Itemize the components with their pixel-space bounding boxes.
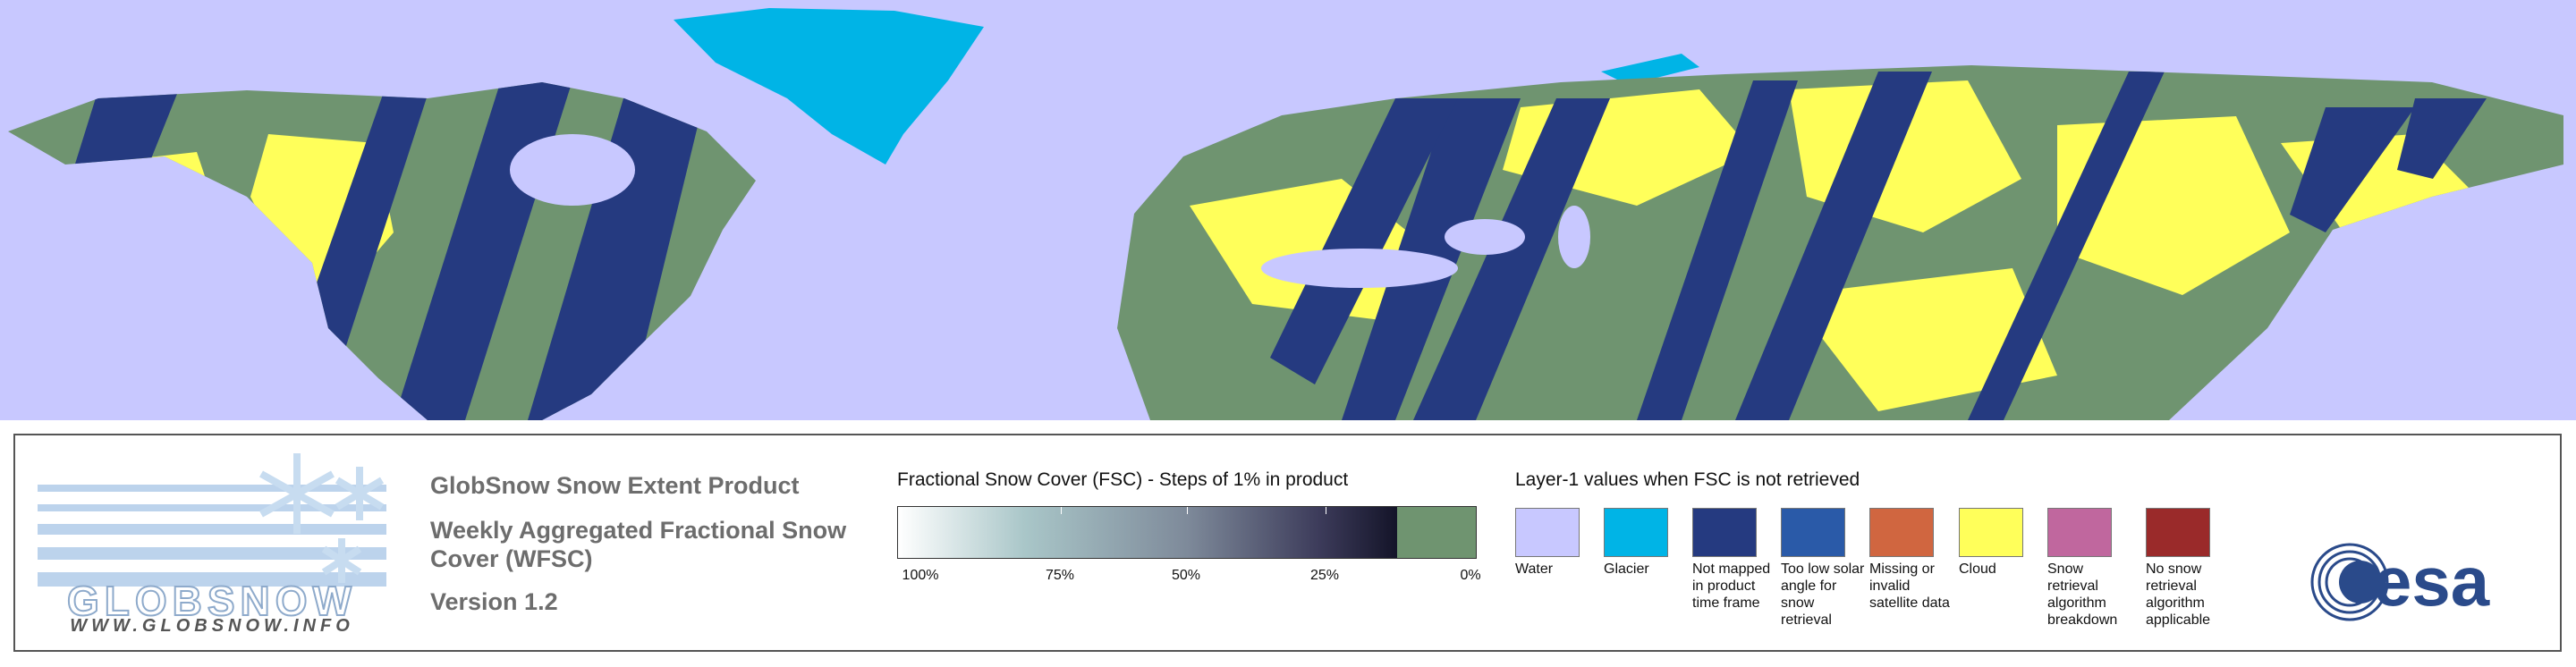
- legend-label: Snow retrieval algorithm breakdown: [2047, 561, 2118, 628]
- legend-label: No snow retrieval algorithm applicable: [2146, 561, 2211, 628]
- fsc-snow-free: [1397, 507, 1476, 558]
- legend-swatch: [1959, 508, 2023, 557]
- legend-swatch: [1515, 508, 1580, 557]
- fsc-tick-mark: [1061, 507, 1062, 514]
- logo-url: WWW.GLOBSNOW.INFO: [70, 616, 354, 636]
- product-subtitle: Weekly Aggregated Fractional Snow Cover …: [430, 517, 847, 572]
- legend-panel: GLOBSNOW WWW.GLOBSNOW.INFO GlobSnow Snow…: [13, 434, 2562, 652]
- legend-label: Missing or invalid satellite data: [1869, 561, 1950, 611]
- legend-label: Water: [1515, 561, 1554, 577]
- product-title: GlobSnow Snow Extent Product: [430, 472, 800, 499]
- legend-swatch: [1692, 508, 1757, 557]
- legend-label: Glacier: [1604, 561, 1649, 577]
- fsc-tick-label: 100%: [902, 568, 939, 583]
- legend-swatch: [1604, 508, 1668, 557]
- legend-label: Not mapped in product time frame: [1692, 561, 1771, 611]
- esa-text: esa: [2373, 542, 2490, 621]
- fsc-tick-label: 50%: [1171, 568, 1201, 583]
- mediterranean: [1261, 249, 1458, 288]
- land: [8, 65, 2563, 420]
- fsc-tick-mark: [1187, 507, 1188, 514]
- greenland: [674, 8, 984, 165]
- esa-logo: esa: [2310, 542, 2490, 621]
- fsc-color-bar: [897, 506, 1477, 559]
- logo-name: GLOBSNOW: [67, 578, 357, 624]
- fsc-tick-label: 75%: [1045, 568, 1075, 583]
- fsc-tick-label: 0%: [1460, 568, 1481, 583]
- globsnow-logo: GLOBSNOW WWW.GLOBSNOW.INFO: [38, 453, 386, 636]
- snow-map: [0, 0, 2576, 420]
- legend-label: Cloud: [1959, 561, 1996, 577]
- svalbard: [1601, 54, 1699, 85]
- legend-swatch: [1869, 508, 1934, 557]
- black-sea: [1445, 219, 1525, 255]
- hudson-bay: [510, 134, 635, 206]
- caspian-sea: [1558, 206, 1590, 268]
- legend-label: Too low solar angle for snow retrieval: [1781, 561, 1865, 628]
- product-version: Version 1.2: [430, 588, 558, 615]
- fsc-title: Fractional Snow Cover (FSC) - Steps of 1…: [897, 469, 1349, 490]
- legend-swatch: [2047, 508, 2112, 557]
- layer1-title: Layer-1 values when FSC is not retrieved: [1515, 469, 1860, 490]
- fsc-tick-label: 25%: [1309, 568, 1340, 583]
- legend-swatch: [1781, 508, 1845, 557]
- legend-swatch: [2146, 508, 2210, 557]
